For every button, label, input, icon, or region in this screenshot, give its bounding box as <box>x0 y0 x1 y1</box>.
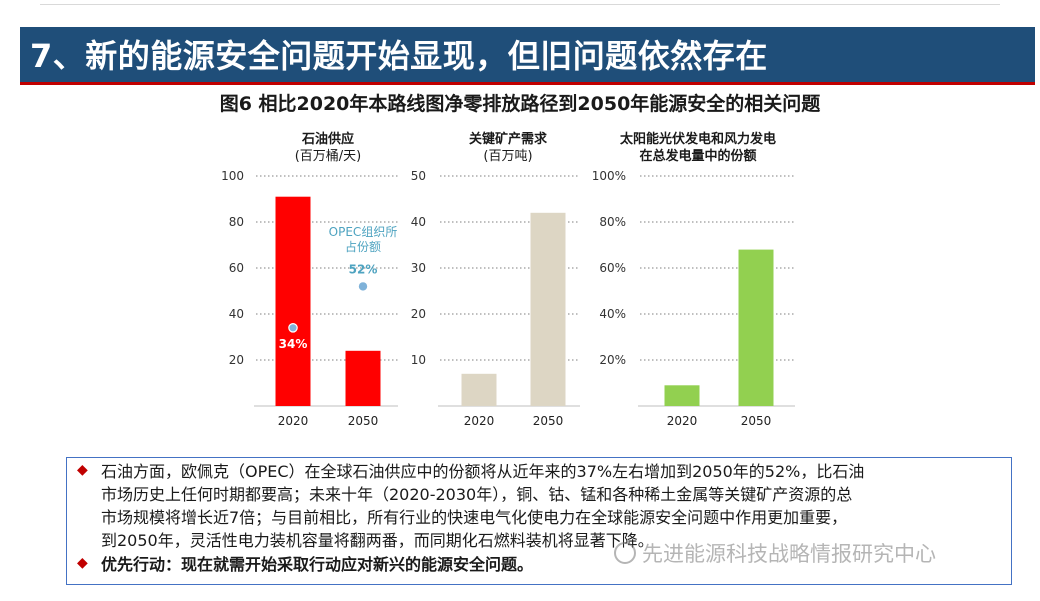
note-line: 石油方面，欧佩克（OPEC）在全球石油供应中的份额将从近年来的37%左右增加到2… <box>101 462 865 481</box>
minerals-y-tick-label: 50 <box>411 169 426 183</box>
minerals-y-tick-label: 10 <box>411 353 426 367</box>
oil-share-label: 34% <box>279 337 308 351</box>
renewables-y-tick-label: 100% <box>592 169 626 183</box>
minerals-x-tick-label: 2050 <box>533 414 564 428</box>
top-rule <box>40 0 1000 5</box>
renewables-bar-2020 <box>664 385 700 406</box>
oil-annotation: 占份额 <box>345 239 381 254</box>
note-line: 市场历史上任何时期都要高；未来十年（2020-2030年），铜、钴、锰和各种稀土… <box>101 485 853 504</box>
oil-x-tick-label: 2020 <box>278 414 309 428</box>
oil-chart-title: 石油供应 <box>301 131 354 147</box>
renewables-y-tick-label: 80% <box>599 215 626 229</box>
bullet-diamond-icon: ◆ <box>77 462 88 478</box>
priority-action: 优先行动：现在就需开始采取行动应对新兴的能源安全问题。 <box>101 555 534 574</box>
wechat-icon <box>614 542 636 564</box>
oil-y-tick-label: 20 <box>229 353 244 367</box>
notes-box: ◆ 石油方面，欧佩克（OPEC）在全球石油供应中的份额将从近年来的37%左右增加… <box>66 457 1012 585</box>
minerals-y-tick-label: 40 <box>411 215 426 229</box>
renewables-y-tick-label: 20% <box>599 353 626 367</box>
oil-x-tick-label: 2050 <box>348 414 379 428</box>
slide-header: 7、新的能源安全问题开始显现，但旧问题依然存在 <box>20 27 1035 85</box>
renewables-x-tick-label: 2020 <box>667 414 698 428</box>
oil-y-tick-label: 60 <box>229 261 244 275</box>
renewables-y-tick-label: 60% <box>599 261 626 275</box>
minerals-bar-2050 <box>530 212 566 406</box>
oil-share-label: 52% <box>349 262 378 276</box>
oil-bar-2020 <box>275 196 311 406</box>
oil-chart-unit: (百万桶/天) <box>295 149 362 164</box>
renewables-bar-2050 <box>738 249 774 406</box>
renewables-x-tick-label: 2050 <box>741 414 772 428</box>
bullet-diamond-icon: ◆ <box>77 555 88 571</box>
minerals-chart-title: 关键矿产需求 <box>469 131 548 147</box>
renewables-chart-title: 在总发电量中的份额 <box>639 148 756 164</box>
oil-y-tick-label: 100 <box>221 169 244 183</box>
oil-share-point <box>358 282 368 291</box>
note-line: 市场规模将增长近7倍；与目前相比，所有行业的快速电气化使电力在全球能源安全问题中… <box>101 508 848 527</box>
minerals-bar-2020 <box>461 373 497 406</box>
renewables-chart-title: 太阳能光伏发电和风力发电 <box>619 131 776 147</box>
minerals-x-tick-label: 2020 <box>464 414 495 428</box>
note-paragraph: 石油方面，欧佩克（OPEC）在全球石油供应中的份额将从近年来的37%左右增加到2… <box>101 460 1001 552</box>
oil-share-point <box>288 323 298 333</box>
oil-y-tick-label: 80 <box>229 215 244 229</box>
oil-y-tick-label: 40 <box>229 307 244 321</box>
figure-title: 图6 相比2020年本路线图净零排放路径到2050年能源安全的相关问题 <box>219 93 821 115</box>
renewables-y-tick-label: 40% <box>599 307 626 321</box>
minerals-y-tick-label: 30 <box>411 261 426 275</box>
oil-annotation: OPEC组织所 <box>329 225 398 239</box>
minerals-chart-unit: (百万吨) <box>483 149 532 164</box>
watermark: 先进能源科技战略情报研究中心 <box>614 538 936 568</box>
watermark-text: 先进能源科技战略情报研究中心 <box>642 542 936 566</box>
note-line: 到2050年，灵活性电力装机容量将翻两番，而同期化石燃料装机将显著下降。 <box>101 531 654 550</box>
oil-bar-2050 <box>345 350 381 406</box>
minerals-y-tick-label: 20 <box>411 307 426 321</box>
